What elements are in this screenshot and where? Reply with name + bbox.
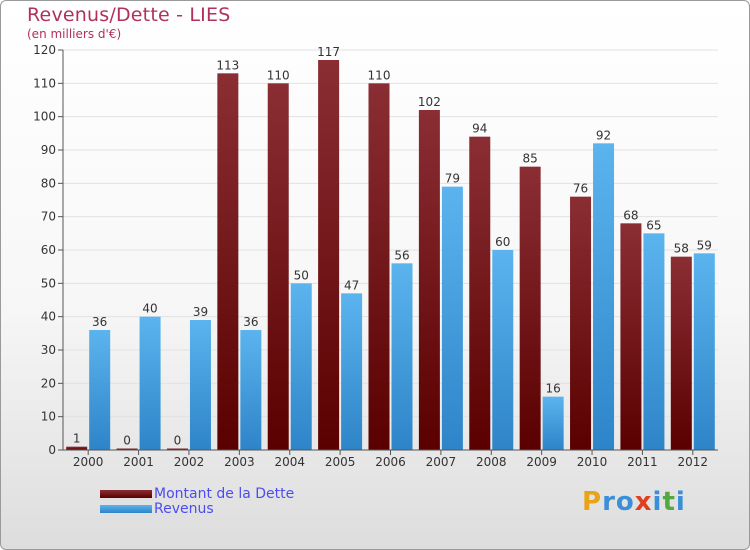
bar-dette [116,448,138,450]
data-label-revenus: 50 [294,268,309,282]
x-tick-label: 2004 [274,455,305,469]
data-label-revenus: 40 [142,302,157,316]
x-tick-label: 2001 [123,455,154,469]
data-label-dette: 58 [674,242,689,256]
x-tick-label: 2007 [426,455,457,469]
x-tick-label: 2005 [325,455,356,469]
logo-letter: P [582,487,603,517]
bar-revenus [593,143,615,451]
data-label-dette: 76 [573,182,588,196]
bar-revenus [492,250,514,450]
data-label-revenus: 92 [596,128,611,142]
bar-dette [217,73,239,450]
bar-dette [368,83,390,450]
bar-dette [318,60,340,450]
bar-dette [66,446,88,450]
x-tick-label: 2009 [526,455,557,469]
legend-swatch-revenus [100,504,152,513]
logo-letter: x [634,487,653,517]
data-label-dette: 113 [216,58,239,72]
bar-revenus [643,233,665,450]
y-tick-label: 20 [41,376,56,390]
data-label-dette: 85 [523,152,538,166]
y-tick-label: 60 [41,243,56,257]
bar-revenus [189,320,211,450]
data-label-revenus: 39 [193,305,208,319]
data-label-revenus: 79 [445,172,460,186]
y-tick-label: 10 [41,410,56,424]
legend-swatch-dette [100,489,152,498]
data-label-dette: 1 [73,432,81,446]
data-label-dette: 117 [317,45,340,59]
x-tick-label: 2002 [174,455,205,469]
y-tick-label: 0 [48,443,56,457]
data-label-revenus: 59 [697,238,712,252]
x-tick-label: 2003 [224,455,255,469]
data-label-dette: 94 [472,122,487,136]
bar-revenus [290,283,312,450]
data-label-dette: 110 [368,68,391,82]
chart-title: Revenus/Dette - LIES [27,4,231,26]
logo-letter: o [615,487,635,517]
y-tick-label: 30 [41,343,56,357]
bar-dette [469,136,491,450]
bar-revenus [391,263,413,450]
data-label-revenus: 16 [546,382,561,396]
bar-dette [267,83,289,450]
x-tick-label: 2011 [627,455,658,469]
bar-dette [620,223,642,450]
x-tick-label: 2006 [375,455,406,469]
bar-revenus [441,186,463,450]
data-label-revenus: 36 [243,315,258,329]
legend-label-revenus: Revenus [154,500,214,517]
data-label-revenus: 65 [646,218,661,232]
legend-item-dette: Montant de la Dette [100,485,295,502]
data-label-dette: 0 [174,434,182,448]
bar-dette [570,196,592,450]
legend-item-revenus: Revenus [100,500,294,517]
logo-letter: i [652,487,663,517]
logo-letter: r [602,487,616,517]
y-tick-label: 50 [41,276,56,290]
proxiti-logo: Proxiti [582,487,686,517]
bar-revenus [341,293,363,450]
bar-dette [418,110,440,450]
legend: Montant de la Dette Revenus [100,485,295,517]
data-label-revenus: 56 [394,248,409,262]
chart-subtitle: (en milliers d'€) [27,27,122,41]
data-label-revenus: 60 [495,235,510,249]
x-tick-label: 2012 [678,455,709,469]
bar-revenus [542,396,564,450]
y-tick-label: 70 [41,210,56,224]
logo-letter: i [675,487,686,517]
data-label-dette: 102 [418,95,441,109]
legend-label-dette: Montant de la Dette [154,485,295,502]
logo-letter: t [662,487,676,517]
y-tick-label: 80 [41,176,56,190]
data-label-dette: 110 [267,68,290,82]
data-label-dette: 68 [623,208,638,222]
bar-dette [166,448,188,450]
bar-revenus [693,253,715,450]
x-tick-label: 2000 [73,455,104,469]
bar-revenus [89,330,111,450]
data-label-revenus: 36 [92,315,107,329]
bar-dette [670,256,692,450]
y-tick-label: 120 [33,43,56,57]
bar-revenus [139,316,161,450]
y-tick-label: 100 [33,110,56,124]
x-tick-label: 2008 [476,455,507,469]
data-label-dette: 0 [123,434,131,448]
data-label-revenus: 47 [344,278,359,292]
bar-dette [519,166,541,450]
y-tick-label: 40 [41,310,56,324]
y-tick-label: 90 [41,143,56,157]
bar-revenus [240,330,262,450]
x-tick-label: 2010 [577,455,608,469]
y-tick-label: 110 [33,76,56,90]
